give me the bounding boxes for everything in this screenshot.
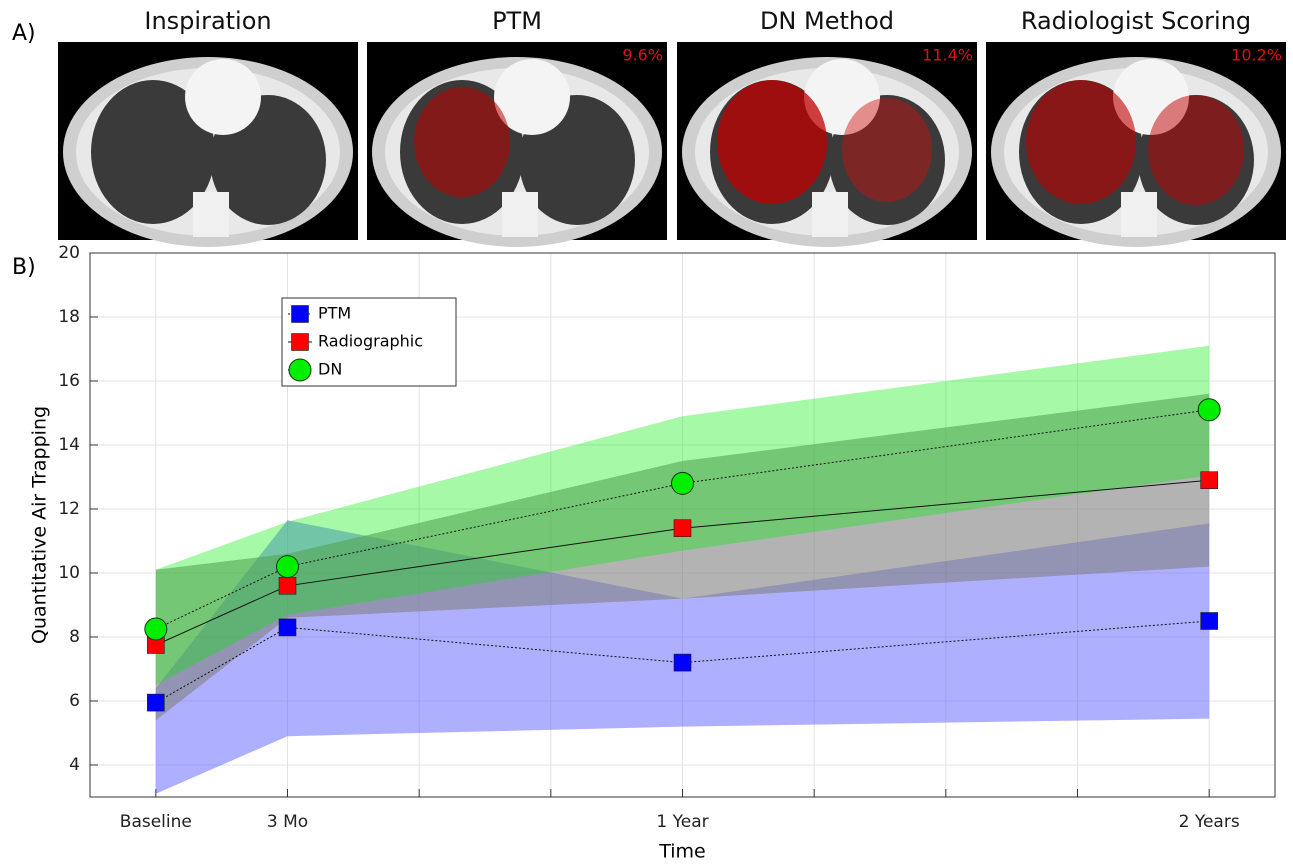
data-point — [674, 654, 691, 671]
image-title: Inspiration — [144, 7, 271, 35]
ct-images — [58, 42, 1286, 247]
legend-marker — [292, 306, 309, 323]
y-tick-label: 12 — [58, 499, 80, 519]
panel-label: B) — [12, 255, 36, 280]
ct-image — [58, 42, 358, 247]
y-tick-label: 18 — [58, 307, 80, 327]
overlay — [1026, 80, 1136, 204]
x-tick-label: Baseline — [120, 812, 192, 832]
data-point — [674, 520, 691, 537]
panel-label: A) — [12, 21, 36, 46]
x-axis-label: Time — [658, 841, 706, 863]
figure: A) B) Inspiration PTM 9.6% DN Method 11.4% Ra… — [0, 0, 1293, 862]
data-point — [1201, 472, 1218, 489]
data-point — [277, 556, 299, 578]
overlay — [842, 98, 932, 202]
image-percent: 11.4% — [922, 46, 973, 65]
image-title: PTM — [492, 7, 542, 35]
legend-label: PTM — [318, 304, 351, 323]
y-axis-label: Quantitative Air Trapping — [29, 406, 51, 644]
image-title: Radiologist Scoring — [1021, 7, 1251, 35]
y-tick-label: 8 — [69, 627, 80, 647]
ct-image — [367, 42, 667, 247]
y-tick-label: 4 — [69, 755, 80, 775]
data-point — [279, 619, 296, 636]
x-tick-label: 2 Years — [1179, 812, 1240, 832]
image-title: DN Method — [760, 7, 894, 35]
data-point — [145, 618, 167, 640]
legend-marker — [289, 359, 311, 381]
x-tick-label: 3 Mo — [267, 812, 308, 832]
y-tick-label: 10 — [58, 563, 80, 583]
data-point — [1201, 613, 1218, 630]
y-tick-label: 16 — [58, 371, 80, 391]
overlay — [1148, 95, 1244, 205]
overlay — [414, 87, 510, 197]
data-point — [279, 577, 296, 594]
y-tick-label: 6 — [69, 691, 80, 711]
data-point — [1198, 399, 1220, 421]
data-point — [672, 472, 694, 494]
legend-label: Radiographic — [318, 332, 423, 351]
image-percent: 9.6% — [622, 46, 663, 65]
y-tick-label: 20 — [58, 243, 80, 263]
overlay — [717, 80, 827, 204]
data-point — [147, 694, 164, 711]
image-percent: 10.2% — [1231, 46, 1282, 65]
legend-marker — [292, 334, 309, 351]
x-tick-label: 1 Year — [656, 812, 708, 832]
legend-label: DN — [318, 360, 342, 379]
y-tick-label: 14 — [58, 435, 80, 455]
